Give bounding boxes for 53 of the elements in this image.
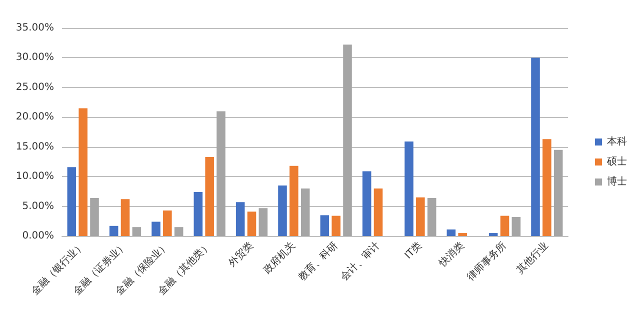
bar — [163, 210, 172, 236]
bar — [500, 216, 510, 236]
bar — [78, 108, 88, 236]
bar — [488, 233, 498, 236]
legend-label: 博士 — [607, 176, 627, 188]
bar — [205, 156, 214, 236]
bar — [290, 166, 298, 236]
x-tick-label: IT类 — [402, 239, 424, 262]
y-tick-label: 30.00% — [16, 52, 54, 64]
x-tick-label: 律师事务所 — [464, 239, 509, 284]
bar — [120, 199, 130, 236]
y-tick-label: 5.00% — [22, 200, 54, 212]
bar — [67, 167, 76, 236]
y-tick-label: 20.00% — [16, 112, 54, 123]
bar — [174, 227, 184, 236]
x-tick-label: 其他行业 — [514, 239, 551, 276]
bar — [152, 222, 160, 236]
bar — [542, 139, 552, 236]
bar — [300, 188, 310, 236]
bar — [320, 215, 330, 236]
bar — [194, 192, 203, 236]
x-tick-label: 外贸类 — [226, 239, 256, 270]
x-tick-label: 会计、审计 — [338, 239, 382, 284]
bar — [236, 202, 245, 236]
bar — [216, 111, 226, 236]
x-tick-label: 教育、科研 — [296, 239, 340, 284]
bar — [416, 197, 425, 236]
y-tick-label: 25.00% — [16, 82, 54, 93]
y-tick-label: 0.00% — [22, 230, 54, 242]
bar — [512, 216, 521, 236]
bar — [531, 58, 540, 236]
bar — [247, 212, 256, 236]
bar — [427, 198, 436, 236]
bar — [90, 198, 99, 236]
bar — [446, 229, 456, 236]
bar — [374, 188, 383, 236]
bar — [258, 208, 268, 236]
bar — [404, 142, 414, 236]
bar — [458, 233, 467, 236]
legend-label: 硕士 — [606, 156, 627, 168]
x-tick-label: 政府机关 — [261, 239, 298, 276]
y-tick-label: 35.00% — [16, 22, 54, 34]
bar — [109, 226, 118, 236]
y-tick-label: 10.00% — [16, 171, 54, 182]
bar — [554, 150, 563, 236]
y-tick-label: 15.00% — [16, 141, 54, 152]
bar — [362, 171, 372, 236]
bar — [343, 44, 352, 236]
bar — [132, 227, 142, 236]
legend-label: 本科 — [607, 136, 627, 148]
x-tick-label: 快消类 — [436, 239, 466, 270]
bar — [278, 185, 287, 236]
bar — [332, 216, 340, 236]
